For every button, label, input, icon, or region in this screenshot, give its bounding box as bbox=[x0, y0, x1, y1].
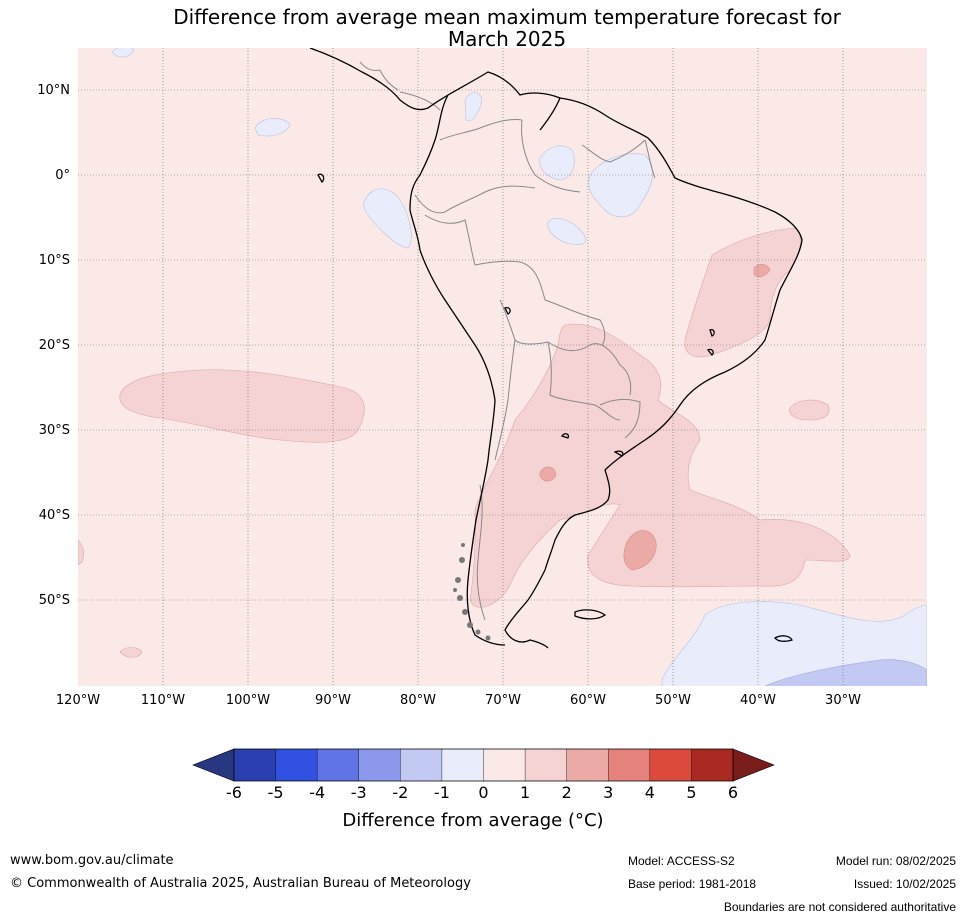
lon-label-30w: 30°W bbox=[825, 693, 861, 708]
anomaly-region-pacific bbox=[119, 369, 365, 443]
lon-label-110w: 110°W bbox=[140, 693, 186, 708]
colorbar-cell bbox=[483, 748, 526, 782]
colorbar-cell bbox=[566, 748, 609, 782]
country-borders bbox=[359, 61, 656, 621]
colorbar-cell bbox=[441, 748, 485, 782]
colorbar bbox=[192, 748, 775, 782]
coastlines bbox=[309, 48, 803, 649]
colorbar-cell bbox=[524, 748, 568, 782]
colorbar-tick-label: -4 bbox=[309, 783, 326, 802]
lat-label-20s: 20°S bbox=[38, 338, 70, 353]
colorbar-tick-label: -5 bbox=[267, 783, 284, 802]
lat-label-30s: 30°S bbox=[38, 423, 70, 438]
lon-label-50w: 50°W bbox=[655, 693, 691, 708]
lat-label-40s: 40°S bbox=[38, 508, 70, 523]
colorbar-cell bbox=[358, 748, 402, 782]
colorbar-tick-label: 1 bbox=[519, 783, 531, 802]
colorbar-tick-label: 3 bbox=[603, 783, 614, 802]
cool-region-strong bbox=[764, 659, 927, 686]
lon-label-40w: 40°W bbox=[740, 693, 776, 708]
colorbar-cell bbox=[608, 748, 651, 782]
colorbar-cell bbox=[649, 748, 693, 782]
cool-region-amazon-2 bbox=[539, 145, 575, 181]
colorbar-tick-label: -2 bbox=[392, 783, 409, 802]
colorbar-tick-label: -1 bbox=[433, 783, 450, 802]
graticule bbox=[78, 48, 927, 686]
anomaly-region-strong-1 bbox=[623, 530, 657, 571]
colorbar-cell bbox=[400, 748, 443, 782]
issued-text: Issued: 10/02/2025 bbox=[853, 877, 956, 891]
website-link[interactable]: www.bom.gov.au/climate bbox=[10, 853, 174, 868]
model-run-text: Model run: 08/02/2025 bbox=[835, 854, 956, 868]
colorbar-cell bbox=[233, 748, 277, 782]
colorbar-tick-label: -6 bbox=[226, 783, 242, 802]
disclaimer-text: Boundaries are not considered authoritat… bbox=[723, 900, 956, 914]
map-title-line-1: Difference from average mean maximum tem… bbox=[173, 5, 841, 29]
lat-label-50s: 50°S bbox=[38, 593, 70, 608]
anomaly-region-small-2 bbox=[78, 539, 84, 566]
lon-label-60w: 60°W bbox=[570, 693, 606, 708]
lon-label-120w: 120°W bbox=[55, 693, 101, 708]
anomaly-region-small-1 bbox=[119, 647, 143, 658]
copyright-text: © Commonwealth of Australia 2025, Austra… bbox=[10, 876, 471, 891]
anomaly-region-strong-2 bbox=[539, 466, 557, 482]
anomaly-region-atlantic bbox=[789, 399, 830, 421]
colorbar-tick-label: 0 bbox=[478, 783, 489, 802]
cool-region-pacific-2 bbox=[254, 118, 291, 137]
lon-label-100w: 100°W bbox=[225, 693, 271, 708]
colorbar-tick-label: 5 bbox=[686, 783, 697, 802]
cool-region-amazon-3 bbox=[588, 153, 653, 218]
colorbar-tick-label: 6 bbox=[727, 783, 739, 802]
cool-region-caribbean bbox=[464, 92, 483, 122]
colorbar-label: Difference from average (°C) bbox=[342, 810, 604, 831]
colorbar-cell bbox=[691, 748, 734, 782]
lon-label-90w: 90°W bbox=[315, 693, 351, 708]
colorbar-arrow-right bbox=[732, 748, 775, 782]
anomaly-region-patagonia bbox=[469, 323, 851, 608]
cool-region-amazon-1 bbox=[547, 218, 586, 245]
lat-label-10n: 10°N bbox=[37, 83, 70, 98]
colorbar-tick-label: -3 bbox=[350, 783, 367, 802]
lon-label-70w: 70°W bbox=[485, 693, 521, 708]
chile-archipelago bbox=[453, 543, 491, 641]
cool-region-pacific-3 bbox=[111, 48, 135, 58]
colorbar-tick-label: 2 bbox=[561, 783, 572, 802]
colorbar-arrow-left bbox=[192, 748, 235, 782]
lat-label-10s: 10°S bbox=[38, 253, 70, 268]
lon-label-80w: 80°W bbox=[400, 693, 436, 708]
map-title-line-2: March 2025 bbox=[447, 27, 567, 51]
lat-label-0: 0° bbox=[55, 168, 70, 183]
model-text: Model: ACCESS-S2 bbox=[628, 854, 735, 868]
cool-region-pacific-1 bbox=[363, 188, 412, 249]
base-period-text: Base period: 1981-2018 bbox=[628, 877, 757, 891]
colorbar-cell bbox=[275, 748, 318, 782]
colorbar-tick-label: 4 bbox=[644, 783, 655, 802]
colorbar-cell bbox=[316, 748, 360, 782]
